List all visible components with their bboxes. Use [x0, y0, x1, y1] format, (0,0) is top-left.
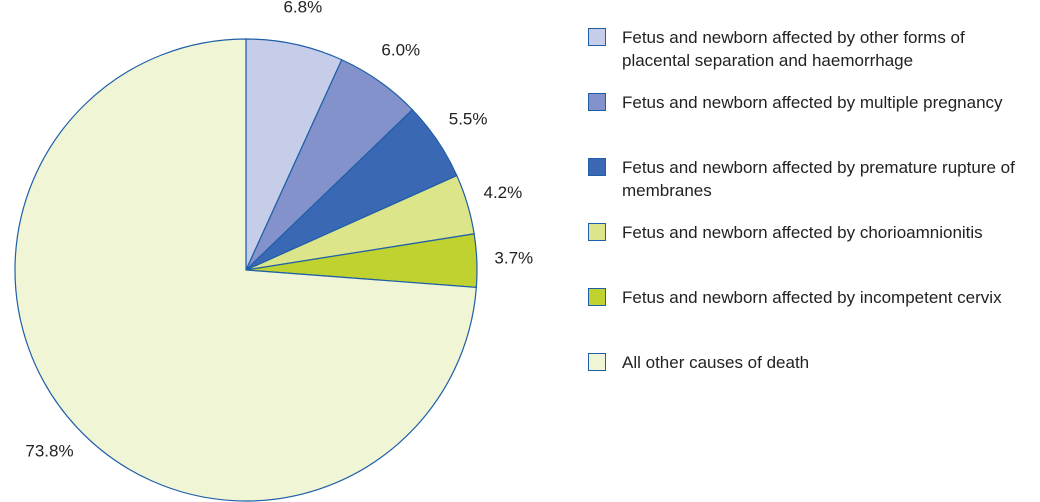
- data-label: 6.8%: [283, 0, 322, 17]
- legend-item: Fetus and newborn affected by chorioamni…: [588, 221, 1028, 286]
- legend-item: All other causes of death: [588, 351, 1028, 416]
- chart: 6.8% 6.0% 5.5% 4.2% 3.7% 73.8%: [14, 0, 533, 502]
- legend-label: Fetus and newborn affected by other form…: [622, 28, 965, 70]
- legend-swatch: [588, 93, 606, 111]
- legend-item: Fetus and newborn affected by premature …: [588, 156, 1028, 221]
- legend: Fetus and newborn affected by other form…: [588, 26, 1028, 416]
- data-label: 4.2%: [484, 183, 523, 202]
- legend-swatch: [588, 28, 606, 46]
- data-label: 3.7%: [494, 249, 533, 268]
- pie-slice: [14, 38, 477, 502]
- legend-label: Fetus and newborn affected by incompeten…: [622, 288, 1002, 307]
- legend-item: Fetus and newborn affected by other form…: [588, 26, 1028, 91]
- data-label: 6.0%: [381, 41, 420, 60]
- legend-item: Fetus and newborn affected by multiple p…: [588, 91, 1028, 156]
- legend-label: Fetus and newborn affected by premature …: [622, 158, 1015, 200]
- data-label: 73.8%: [25, 442, 73, 461]
- legend-swatch: [588, 223, 606, 241]
- legend-label: Fetus and newborn affected by chorioamni…: [622, 223, 983, 242]
- legend-item: Fetus and newborn affected by incompeten…: [588, 286, 1028, 351]
- legend-swatch: [588, 288, 606, 306]
- legend-label: Fetus and newborn affected by multiple p…: [622, 93, 1003, 112]
- legend-swatch: [588, 158, 606, 176]
- data-label: 5.5%: [449, 110, 488, 129]
- legend-label: All other causes of death: [622, 353, 810, 372]
- legend-swatch: [588, 353, 606, 371]
